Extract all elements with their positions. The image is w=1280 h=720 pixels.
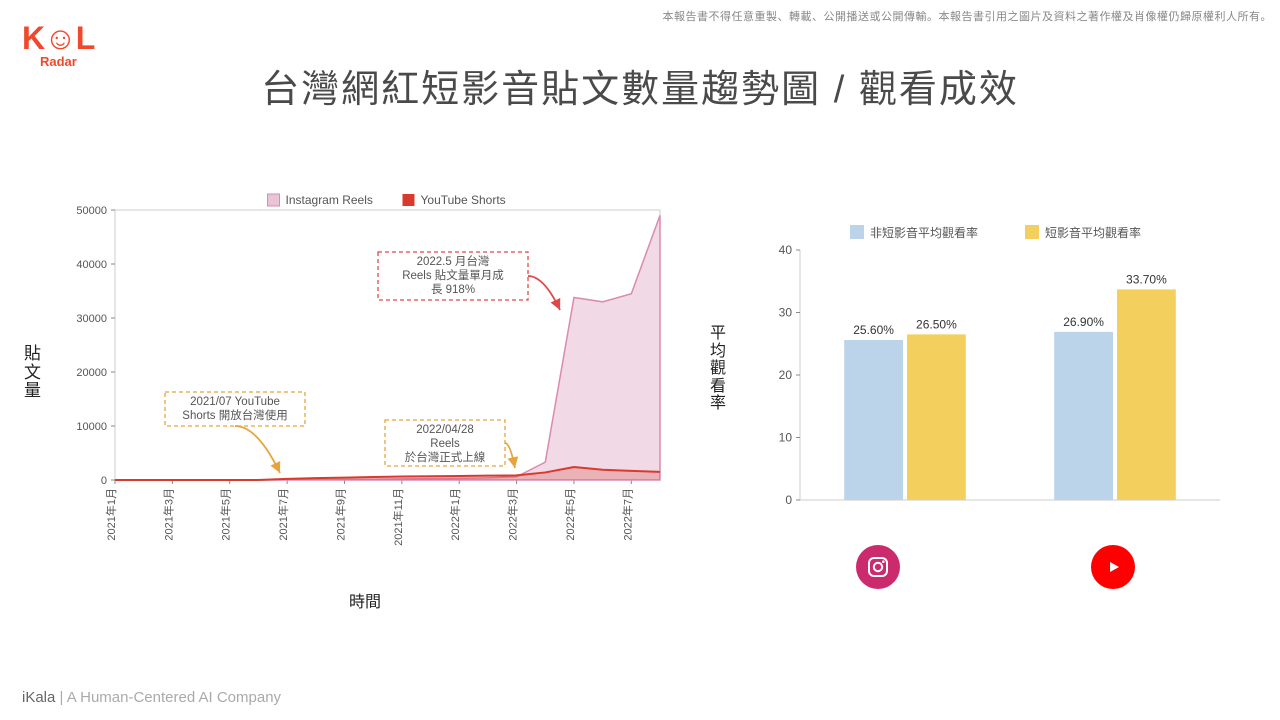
svg-text:10: 10 [779,431,793,445]
svg-text:2022/04/28: 2022/04/28 [416,424,474,436]
footer-brand: iKala [22,689,55,706]
svg-text:33.70%: 33.70% [1126,272,1167,286]
svg-text:25.60%: 25.60% [853,323,894,337]
svg-text:2021年11月: 2021年11月 [391,488,405,546]
svg-text:2021/07 YouTube: 2021/07 YouTube [190,396,280,408]
svg-text:20: 20 [779,368,793,382]
posts-trend-chart: 貼文量 010000200003000040000500002021年1月202… [60,180,670,600]
svg-text:40: 40 [779,243,793,257]
left-chart-ylabel: 貼文量 [24,345,44,401]
svg-text:0: 0 [101,475,107,487]
logo-main-text: K☺L [22,22,94,54]
svg-text:Shorts 開放台灣使用: Shorts 開放台灣使用 [182,408,287,422]
svg-text:30000: 30000 [76,313,107,325]
svg-text:2021年9月: 2021年9月 [333,488,347,541]
svg-text:2021年5月: 2021年5月 [219,488,233,541]
svg-text:2022年7月: 2022年7月 [620,488,634,541]
svg-text:Reels 貼文量單月成: Reels 貼文量單月成 [402,268,504,282]
svg-text:Instagram Reels: Instagram Reels [286,193,373,207]
footer: iKala | A Human-Centered AI Company [22,689,281,706]
svg-text:2022年5月: 2022年5月 [563,488,577,541]
svg-text:非短影音平均觀看率: 非短影音平均觀看率 [870,225,978,240]
copyright-text: 本報告書不得任意重製、轉載、公開播送或公開傳輸。本報告書引用之圖片及資料之著作權… [663,8,1273,24]
svg-text:2021年7月: 2021年7月 [276,488,290,541]
svg-text:YouTube Shorts: YouTube Shorts [421,193,506,207]
svg-text:26.50%: 26.50% [916,317,957,331]
footer-tag: A Human-Centered AI Company [67,689,281,706]
svg-text:0: 0 [785,493,792,507]
svg-text:短影音平均觀看率: 短影音平均觀看率 [1045,225,1141,240]
instagram-icon [856,545,900,589]
svg-text:50000: 50000 [76,205,107,217]
page-title: 台灣網紅短影音貼文數量趨勢圖 / 觀看成效 [0,58,1280,113]
left-chart-svg: 0 10000 20000 30000 40000 50000 2021年1月 2021年3月… [60,180,670,550]
footer-sep: | [55,689,66,706]
platform-icons-row [760,545,1230,589]
svg-text:30: 30 [779,306,793,320]
svg-text:10000: 10000 [76,421,107,433]
svg-text:於台灣正式上線: 於台灣正式上線 [405,450,486,464]
svg-text:長 918%: 長 918% [431,283,475,296]
svg-text:26.90%: 26.90% [1063,315,1104,329]
svg-text:40000: 40000 [76,259,107,271]
right-chart-ylabel: 平均觀看率 [710,325,730,413]
svg-text:2022年1月: 2022年1月 [448,488,462,541]
youtube-icon [1091,545,1135,589]
svg-text:2021年3月: 2021年3月 [161,488,175,541]
right-chart-svg: 0 10 20 30 40 非短影音平均觀看率 短影音平均觀看率 25.60% 26.50% 26… [760,215,1230,515]
svg-text:2022年3月: 2022年3月 [506,488,520,541]
svg-text:20000: 20000 [76,367,107,379]
left-chart-xlabel: 時間 [60,588,670,612]
view-rate-chart: 平均觀看率 010203040非短影音平均觀看率短影音平均觀看率25.60%26… [760,215,1230,515]
svg-text:2022.5 月台灣: 2022.5 月台灣 [417,254,490,268]
svg-text:2021年1月: 2021年1月 [104,488,118,541]
svg-text:Reels: Reels [430,438,460,450]
